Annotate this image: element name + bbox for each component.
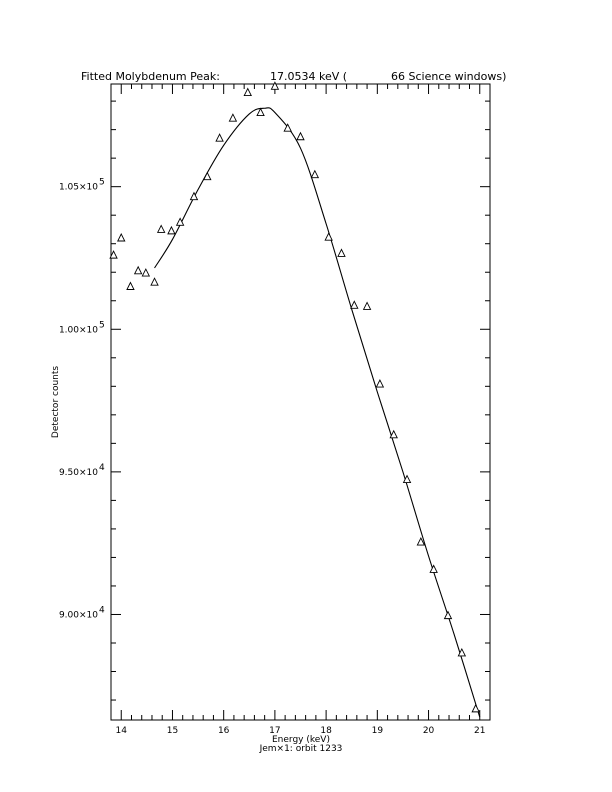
- data-point: [133, 265, 143, 275]
- data-point: [175, 217, 185, 226]
- data-point: [141, 268, 151, 277]
- data-point: [389, 429, 398, 439]
- axis-tick-labels: 14 15 16 17 18 19 20 219.00×10 49.50×10 41.00×10 5…: [59, 178, 486, 736]
- data-point: [283, 123, 292, 132]
- data-point: [270, 81, 280, 90]
- data-point: [167, 225, 176, 235]
- data-point: [375, 379, 385, 388]
- data-point: [416, 537, 426, 546]
- data-point: [350, 300, 359, 309]
- y-tick-exponent: 4: [99, 463, 105, 473]
- data-point: [429, 564, 438, 573]
- data-point: [362, 301, 372, 310]
- data-point: [156, 224, 166, 233]
- data-point: [402, 474, 412, 484]
- data-point: [337, 248, 346, 257]
- y-tick-label: 1.05×10: [59, 183, 98, 193]
- x-tick-label: 20: [423, 726, 435, 736]
- x-tick-label: 19: [372, 726, 384, 736]
- y-tick-exponent: 5: [99, 178, 105, 188]
- y-tick-exponent: 4: [99, 605, 105, 615]
- y-tick-label: 9.50×10: [59, 468, 98, 478]
- plot-frame: [110, 83, 491, 721]
- data-point: [471, 703, 480, 713]
- y-tick-label: 1.00×10: [59, 325, 98, 335]
- x-tick-label: 17: [269, 726, 280, 736]
- data-point: [256, 107, 265, 116]
- data-point: [228, 113, 238, 122]
- data-point: [109, 250, 118, 259]
- fit-layer: [154, 107, 481, 718]
- fit-curve: [154, 107, 481, 718]
- axis-ticks: [110, 84, 491, 720]
- x-axis-label: Energy (keV): [272, 735, 330, 745]
- data-point: [243, 87, 252, 97]
- data-point: [117, 233, 126, 242]
- chart-title-left: Fitted Molybdenum Peak:: [81, 70, 220, 83]
- x-tick-label: 18: [320, 726, 332, 736]
- data-point: [443, 610, 453, 620]
- data-point: [215, 133, 224, 142]
- chart-subtitle: Jem×1: orbit 1233: [259, 744, 343, 754]
- data-point: [150, 277, 159, 286]
- data-point: [324, 232, 333, 241]
- x-tick-label: 16: [218, 726, 230, 736]
- data-point: [296, 131, 305, 141]
- x-tick-label: 14: [116, 726, 128, 736]
- chart-title-value: 17.0534 keV (: [270, 70, 347, 83]
- y-tick-label: 9.00×10: [59, 610, 98, 620]
- x-tick-label: 15: [167, 726, 178, 736]
- y-axis-label: Detector counts: [51, 366, 61, 438]
- data-point: [203, 171, 212, 181]
- data-point: [189, 191, 199, 201]
- data-point: [126, 281, 135, 290]
- y-tick-exponent: 5: [99, 320, 105, 330]
- data-markers: [109, 81, 480, 713]
- data-point: [457, 647, 467, 657]
- x-tick-label: 21: [474, 726, 485, 736]
- data-point: [310, 169, 320, 179]
- chart-title-right: 66 Science windows): [391, 70, 506, 83]
